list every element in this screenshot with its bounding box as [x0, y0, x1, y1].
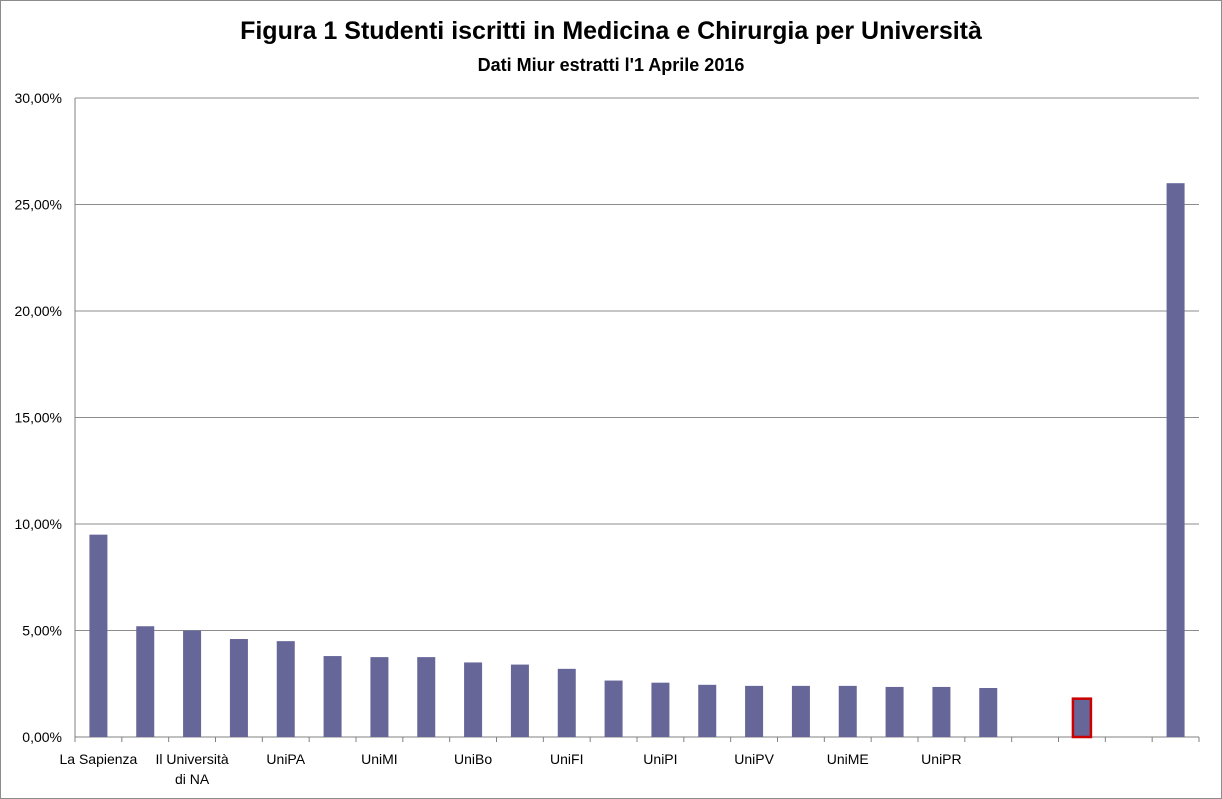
- bar: [370, 657, 389, 737]
- bar: [417, 657, 436, 737]
- bar: [885, 686, 904, 737]
- bar: [838, 685, 857, 737]
- y-tick-label: 20,00%: [15, 303, 62, 319]
- bar: [1166, 183, 1185, 737]
- bar: [557, 668, 576, 737]
- x-tick-label: UniBo: [454, 751, 492, 767]
- x-tick-label: UniMI: [361, 751, 398, 767]
- bar: [698, 684, 717, 737]
- chart-title: Figura 1 Studenti iscritti in Medicina e…: [240, 17, 982, 45]
- bar: [604, 680, 623, 737]
- bar: [791, 685, 810, 737]
- bar: [136, 626, 155, 737]
- y-tick-label: 10,00%: [15, 516, 62, 532]
- x-tick-label: La Sapienza: [59, 751, 137, 767]
- y-tick-label: 25,00%: [15, 197, 62, 213]
- bar: [89, 534, 108, 737]
- bar: [745, 685, 764, 737]
- y-tick-label: 0,00%: [22, 729, 62, 745]
- bar: [464, 662, 483, 737]
- bar: [510, 664, 529, 737]
- chart-subtitle: Dati Miur estratti l'1 Aprile 2016: [477, 55, 745, 75]
- x-tick-label: UniPR: [921, 751, 961, 767]
- bar: [651, 682, 670, 737]
- bar: [932, 686, 951, 737]
- bar: [979, 688, 998, 737]
- bar: [276, 641, 295, 737]
- y-tick-label: 30,00%: [15, 90, 62, 106]
- bar: [183, 630, 202, 737]
- x-tick-label: UniPA: [266, 751, 305, 767]
- x-tick-label: UniPI: [643, 751, 677, 767]
- x-tick-label: UniPV: [734, 751, 774, 767]
- bar: [323, 656, 342, 737]
- y-tick-label: 5,00%: [22, 623, 62, 639]
- x-tick-label: UniFI: [550, 751, 583, 767]
- y-tick-label: 15,00%: [15, 410, 62, 426]
- x-tick-label: Il Università di NA: [156, 751, 229, 787]
- highlighted-bar: [1071, 697, 1093, 739]
- x-tick-label: UniME: [827, 751, 869, 767]
- bar: [229, 639, 248, 737]
